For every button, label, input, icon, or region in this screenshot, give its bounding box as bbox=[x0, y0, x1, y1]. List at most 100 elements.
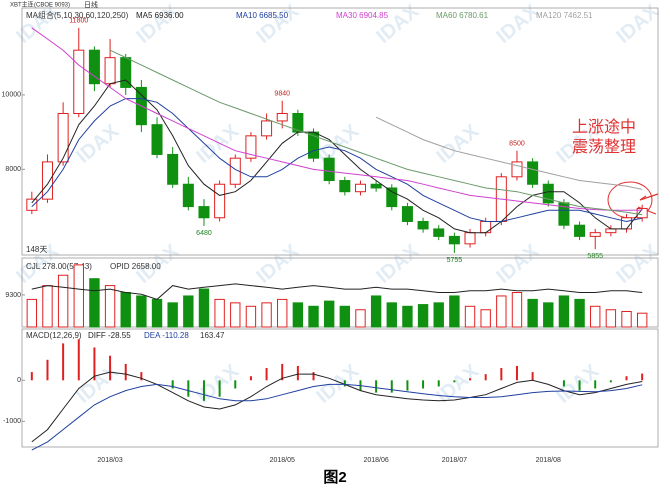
volume-bar bbox=[339, 305, 351, 328]
opid-line bbox=[31, 283, 643, 300]
indicator-title: MA组合(5,10,30,60,120,250) bbox=[26, 10, 129, 20]
candle-body bbox=[589, 232, 601, 237]
volume-bar bbox=[245, 305, 257, 328]
x-tick-label: 2018/03 bbox=[97, 457, 122, 464]
candle-body bbox=[198, 206, 210, 219]
candle-body bbox=[448, 235, 460, 245]
candle-body bbox=[433, 228, 445, 237]
x-tick-label: 2018/05 bbox=[270, 457, 295, 464]
volume-bar bbox=[42, 285, 53, 328]
volume-bar bbox=[605, 309, 617, 328]
volume-bar bbox=[543, 302, 554, 328]
volume-bar bbox=[464, 305, 476, 328]
volume-bar bbox=[370, 295, 382, 328]
ma-line bbox=[31, 98, 643, 223]
legend-entry: MA120 7462.51 bbox=[536, 11, 593, 20]
volume-line-name: OPID 2658.00 bbox=[110, 262, 161, 271]
candle-body bbox=[542, 183, 554, 204]
volume-title: CJL 278.00(57.43) bbox=[26, 262, 92, 271]
price-panel bbox=[21, 7, 659, 256]
candle-body bbox=[151, 124, 163, 155]
legend-entry: MA60 6780.61 bbox=[436, 11, 489, 20]
candle-body bbox=[73, 49, 85, 114]
candle-body bbox=[605, 228, 617, 234]
volume-bar bbox=[496, 295, 507, 328]
volume-bar bbox=[120, 292, 131, 328]
candle-body bbox=[636, 207, 648, 219]
volume-bar bbox=[527, 298, 538, 328]
volume-bar bbox=[292, 302, 304, 328]
legend-entry: DIFF -28.55 bbox=[88, 331, 131, 340]
annotation-line: 震荡整理 bbox=[572, 138, 636, 156]
candle-body bbox=[354, 183, 366, 193]
candle-body bbox=[339, 180, 351, 193]
candle-body bbox=[323, 157, 335, 182]
volume-bar bbox=[323, 300, 335, 328]
y-tick-label: 9300 bbox=[5, 292, 21, 299]
volume-bar bbox=[480, 309, 491, 328]
count-label: 148天 bbox=[26, 245, 47, 254]
price-label: 8500 bbox=[509, 141, 525, 148]
legend-entry: MA5 6936.00 bbox=[136, 11, 184, 20]
price-label: 6480 bbox=[196, 230, 212, 237]
candle-body bbox=[527, 161, 539, 185]
macd-line bbox=[31, 383, 643, 451]
volume-bar bbox=[136, 295, 147, 328]
volume-bar bbox=[574, 298, 585, 328]
volume-bar bbox=[636, 312, 648, 328]
volume-bar bbox=[449, 295, 460, 328]
price-label: 5755 bbox=[447, 257, 463, 264]
volume-bar bbox=[308, 305, 319, 328]
volume-bar bbox=[89, 278, 100, 328]
volume-bar bbox=[183, 295, 194, 328]
volume-bar bbox=[417, 304, 429, 328]
macd-line bbox=[31, 371, 643, 443]
candle-body bbox=[511, 161, 523, 178]
title: XBT主连 bbox=[10, 1, 34, 9]
ma-line bbox=[375, 116, 643, 190]
volume-bar bbox=[511, 292, 523, 328]
volume-bar bbox=[277, 298, 288, 328]
volume-bar bbox=[167, 302, 178, 328]
candle-body bbox=[57, 112, 69, 163]
volume-bar bbox=[151, 298, 163, 328]
volume-bar bbox=[261, 302, 272, 328]
volume-bar bbox=[621, 310, 632, 328]
price-label: 11800 bbox=[69, 18, 88, 25]
price-label: 5855 bbox=[587, 253, 603, 260]
volume-bar bbox=[386, 302, 397, 328]
legend-entry: MA10 6685.50 bbox=[236, 11, 289, 20]
annotation-line: 上涨途中 bbox=[572, 118, 636, 136]
candle-body bbox=[41, 161, 53, 200]
candle-body bbox=[167, 153, 179, 185]
volume-bar bbox=[104, 285, 116, 328]
volume-bar bbox=[230, 302, 241, 328]
volume-bar bbox=[73, 264, 84, 328]
candle-body bbox=[214, 183, 226, 219]
candle-body bbox=[26, 198, 38, 211]
volume-bar bbox=[26, 298, 38, 328]
volume-bar bbox=[590, 305, 601, 328]
macd-panel bbox=[21, 328, 659, 448]
candle-body bbox=[276, 112, 288, 122]
ma-line bbox=[109, 49, 643, 216]
candle-body bbox=[574, 224, 586, 237]
candle-body bbox=[480, 220, 492, 234]
y-tick-label: 10000 bbox=[2, 92, 22, 99]
x-tick-label: 2018/08 bbox=[536, 457, 561, 464]
candle-body bbox=[621, 217, 633, 230]
candle-body bbox=[245, 135, 257, 159]
volume-bar bbox=[198, 288, 210, 328]
volume-bar bbox=[402, 305, 413, 328]
candle-body bbox=[401, 206, 413, 222]
candle-body bbox=[104, 57, 116, 85]
y-tick-label: 0 bbox=[17, 377, 21, 384]
candle-body bbox=[464, 232, 476, 245]
volume-bar bbox=[355, 309, 366, 328]
candle-body bbox=[370, 183, 382, 189]
candle-body bbox=[182, 183, 194, 208]
ma-line bbox=[31, 79, 643, 234]
caption: 图2 bbox=[323, 469, 346, 486]
ma-line bbox=[31, 27, 643, 211]
